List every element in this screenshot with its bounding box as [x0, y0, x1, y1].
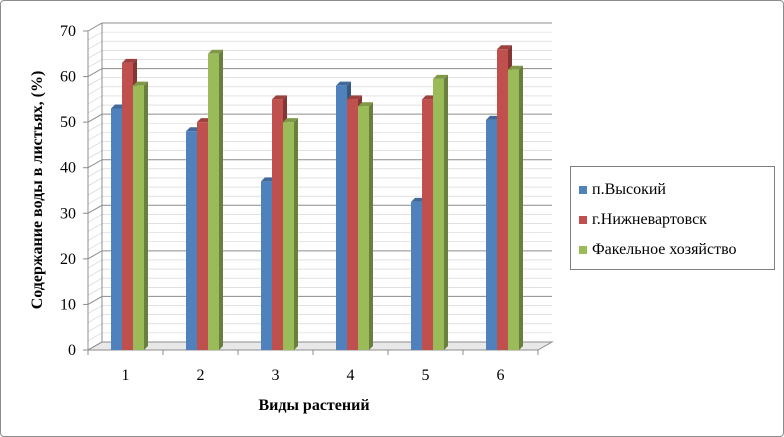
bar-top [433, 74, 448, 79]
bar-top [347, 95, 362, 100]
bar-front [261, 181, 272, 350]
bar-top [336, 81, 351, 86]
y-tick-label: 70 [60, 23, 76, 40]
legend-item: п.Высокий [579, 175, 770, 205]
bar-side [369, 102, 373, 350]
back-wall [102, 23, 552, 342]
bar-front [497, 49, 508, 350]
bar-front [122, 62, 133, 351]
y-tick-label: 20 [60, 251, 76, 268]
bar [133, 81, 148, 350]
bar-side [294, 118, 298, 351]
legend-label: г.Нижневартовск [592, 211, 707, 228]
bar-front [111, 108, 122, 350]
bar-front [283, 122, 294, 351]
legend-item: г.Нижневартовск [579, 205, 770, 235]
bar-front [358, 106, 369, 350]
bar-top [358, 102, 373, 107]
chart-axes [83, 23, 539, 355]
bar-front [486, 119, 497, 350]
x-tick-label: 4 [347, 367, 355, 384]
x-tick-label: 5 [422, 367, 430, 384]
x-tick-labels: 1 2 3 4 5 6 [122, 367, 505, 384]
chart-legend: п.Высокий г.Нижневартовск Факельное хозяйс… [570, 166, 775, 270]
bar-top [508, 65, 523, 70]
legend-label: Факельное хозяйство [592, 241, 737, 258]
bar-front [508, 69, 519, 350]
y-tick-label: 0 [68, 342, 76, 359]
legend-item: Факельное хозяйство [579, 235, 770, 265]
bar-side [444, 74, 448, 350]
bar [208, 49, 223, 351]
y-tick-label: 30 [60, 205, 76, 222]
bar-front [208, 53, 219, 351]
bar-top [122, 58, 137, 63]
y-tick-label: 40 [60, 160, 76, 177]
chart-gridlines [86, 22, 554, 351]
x-tick-label: 2 [197, 367, 205, 384]
legend-label: п.Высокий [592, 181, 666, 198]
bar [358, 102, 373, 350]
chart-floor [86, 341, 554, 351]
legend-swatch [579, 186, 587, 194]
bar-front [433, 78, 444, 350]
bar-side [144, 81, 148, 350]
bar-side [219, 49, 223, 351]
bar-front [197, 122, 208, 351]
y-tick-label: 10 [60, 296, 76, 313]
bar-top [272, 95, 287, 100]
bar [433, 74, 448, 350]
y-tick-label: 50 [60, 114, 76, 131]
x-tick-label: 1 [122, 367, 130, 384]
bar-front [272, 99, 283, 350]
bar-front [133, 85, 144, 350]
legend-swatch [579, 246, 587, 254]
x-tick-label: 3 [272, 367, 280, 384]
bar-front [422, 99, 433, 350]
x-axis-title: Виды растений [258, 397, 369, 414]
bar-front [336, 85, 347, 350]
bar-top [133, 81, 148, 86]
y-axis-title: Содержание воды в листьях, (%) [29, 71, 46, 310]
bar-top [497, 45, 512, 50]
bar-front [347, 99, 358, 350]
legend-swatch [579, 216, 587, 224]
bar-side [519, 65, 523, 350]
bar-top [208, 49, 223, 54]
bar-front [186, 131, 197, 350]
bar [508, 65, 523, 350]
bar-front [411, 201, 422, 350]
y-tick-labels: 0 10 20 30 40 50 60 70 [60, 23, 76, 359]
bar-top [283, 118, 298, 123]
chart-bars [111, 45, 523, 351]
x-tick-label: 6 [497, 367, 505, 384]
y-tick-label: 60 [60, 69, 76, 86]
bar [283, 118, 298, 351]
